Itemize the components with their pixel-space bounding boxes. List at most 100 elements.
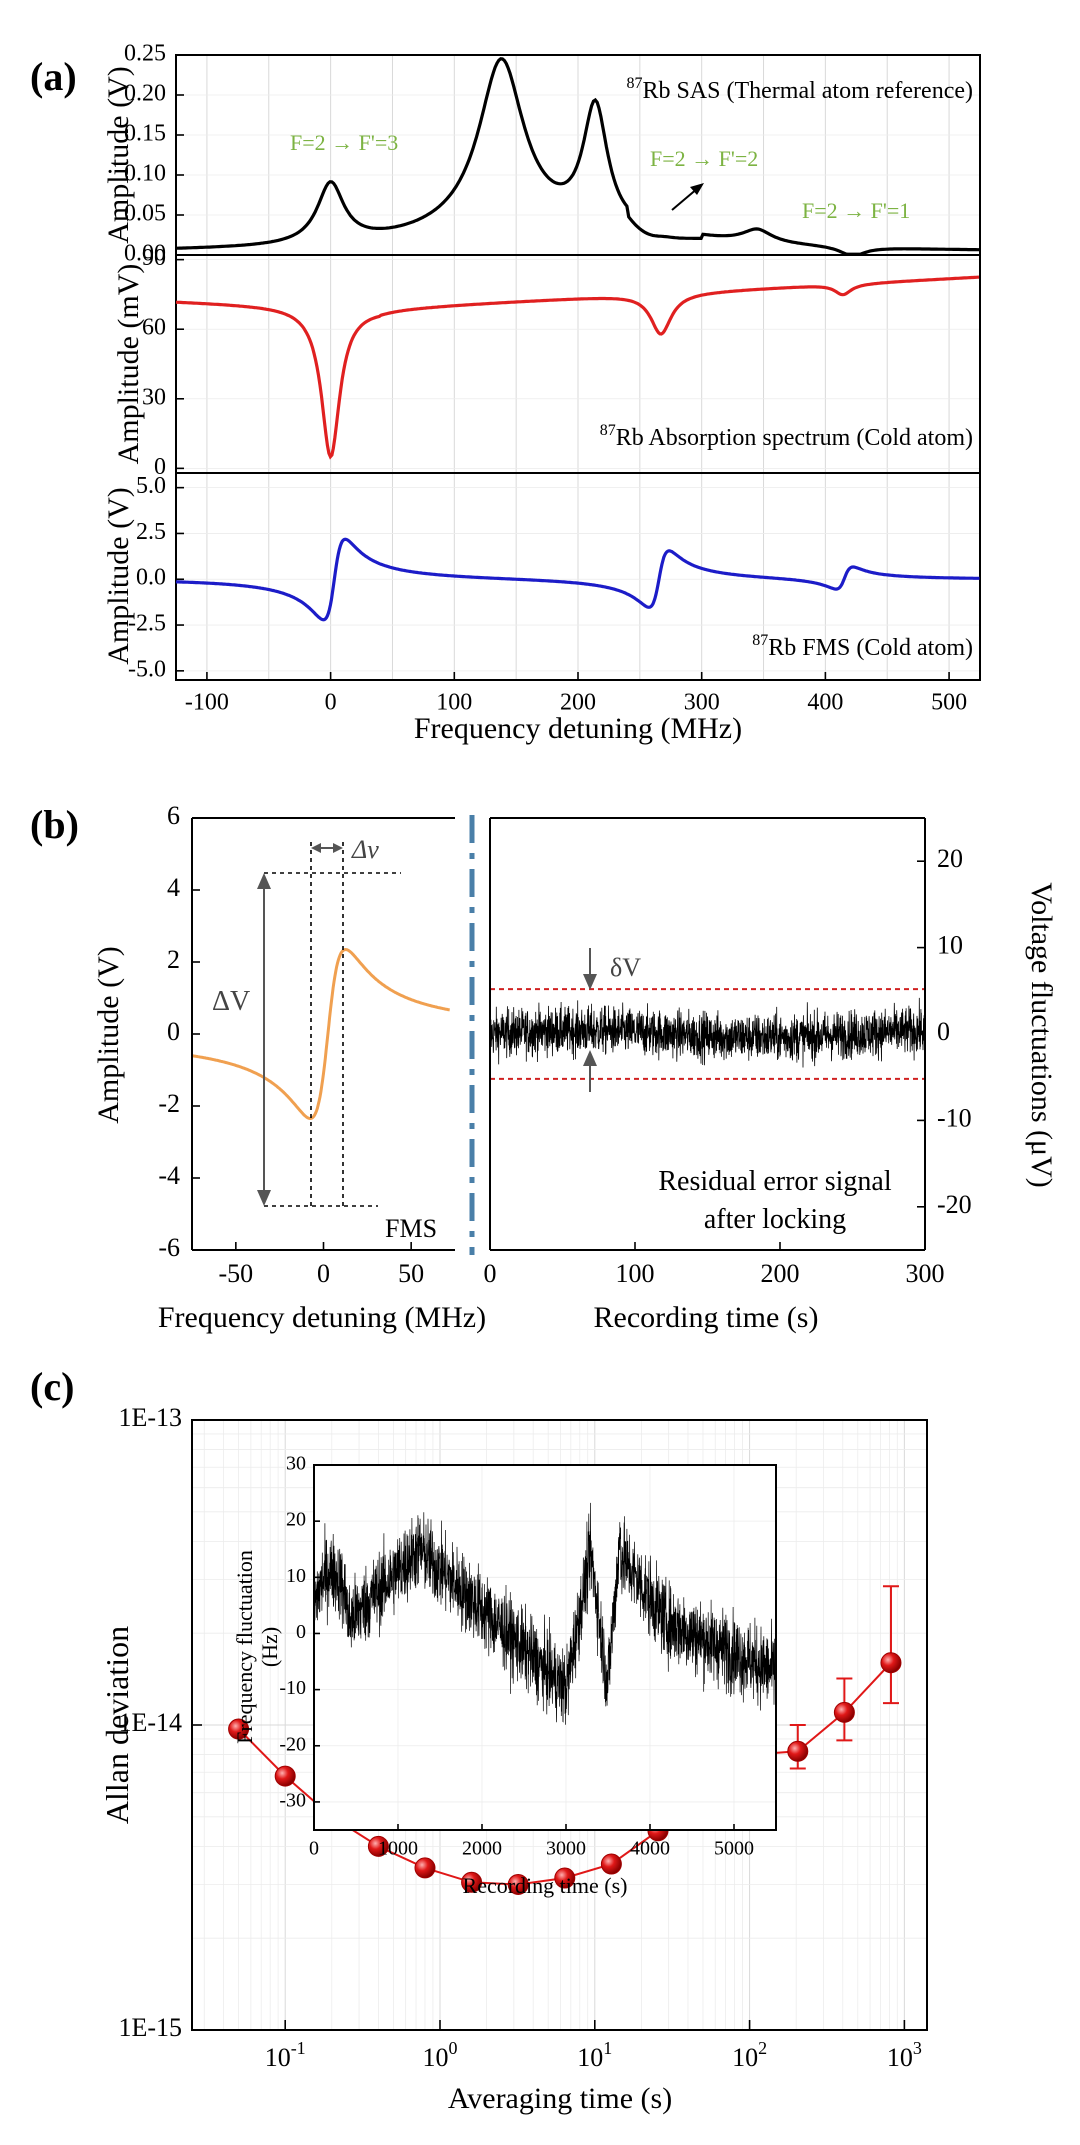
y-tick-label: 0.10: [124, 161, 166, 187]
y-tick-label: -2.5: [128, 611, 166, 637]
a1-annotation: 87Rb SAS (Thermal atom reference): [626, 75, 973, 104]
x-tick-label: 400: [807, 690, 843, 716]
y-tick-label: 4: [167, 873, 180, 902]
allan-point: [274, 1765, 296, 1787]
y-tick-label: -20: [279, 1733, 306, 1755]
x-tick-base: 10: [577, 2043, 603, 2072]
a3-annotation-sup: 87: [752, 632, 768, 649]
x-tick-label: 200: [761, 1259, 800, 1288]
allan-point: [414, 1857, 436, 1879]
a1-sas-series-line: [176, 57, 980, 256]
allan-point: [461, 1871, 483, 1893]
y-tick-label: 0.20: [124, 81, 166, 107]
inset-ticks: 0 1000 2000 3000 4000 5000 30 20 10 0 -10 -20 -30: [279, 1453, 776, 1860]
delta-v-arrow: [257, 873, 271, 1206]
a1-y-label: Amplitude (V): [102, 66, 135, 243]
panel-label-b: (b): [30, 802, 79, 847]
delta-nu-label: Δν: [351, 835, 379, 864]
x-tick-label: 101: [577, 2038, 612, 2072]
y-tick-label: 0.25: [124, 41, 166, 67]
y-tick-label: 1E-13: [118, 1403, 182, 1432]
x-tick-label: 300: [684, 690, 720, 716]
a2-annotation-sup: 87: [600, 422, 616, 439]
x-tick-exp: 2: [758, 2038, 767, 2058]
a2-annotation-text: Rb Absorption spectrum (Cold atom): [616, 425, 973, 451]
x-tick-label: 103: [887, 2038, 922, 2072]
y-tick-label: -30: [279, 1790, 306, 1812]
panel-label-c: (c): [30, 1364, 74, 1409]
y-tick-label: 20: [286, 1509, 306, 1531]
y-tick-label: 0: [167, 1017, 180, 1046]
y-tick-label: 20: [937, 844, 963, 873]
x-tick-label: 4000: [630, 1838, 670, 1860]
y-tick-label: 0: [937, 1017, 950, 1046]
inset-plot: 0 1000 2000 3000 4000 5000 30 20 10 0 -10 -20 -30 Fr…: [232, 1453, 777, 1898]
x-tick-exp: 3: [913, 2038, 922, 2058]
x-tick-label: 300: [906, 1259, 945, 1288]
a2-y-label: Amplitude (mV): [112, 264, 145, 465]
inset-frame: [313, 1464, 777, 1831]
x-tick-label: 1000: [378, 1838, 418, 1860]
allan-point: [787, 1740, 809, 1762]
x-tick-label: 0: [484, 1259, 497, 1288]
y-tick-label: 90: [142, 245, 166, 271]
b1-x-label: Frequency detuning (MHz): [158, 1301, 486, 1334]
x-tick-base: 10: [732, 2043, 758, 2072]
inset-y-label-line1: Frequency fluctuation: [232, 1550, 257, 1744]
x-tick-label: -100: [185, 690, 229, 716]
delta-v-small-arrows: [583, 948, 597, 1092]
y-tick-label: 0.00: [124, 241, 166, 267]
x-tick-base: 10: [887, 2043, 913, 2072]
inset-frequency-series-line: [313, 1502, 777, 1725]
c-x-label: Averaging time (s): [448, 2082, 672, 2115]
transition-label-f2-f3: F=2 → F'=3: [290, 130, 398, 155]
x-tick-label: 100: [616, 1259, 655, 1288]
x-tick-base: 10: [265, 2043, 291, 2072]
allan-point: [833, 1701, 855, 1723]
a3-y-ticks: -5.0 -2.5 0.0 2.5 5.0: [128, 473, 184, 682]
x-tick-label: 100: [422, 2038, 457, 2072]
x-tick-label: 100: [436, 690, 472, 716]
allan-point: [600, 1853, 622, 1875]
x-tick-label: 200: [560, 690, 596, 716]
a3-y-label: Amplitude (V): [102, 487, 135, 664]
b1-y-label: Amplitude (V): [92, 946, 125, 1123]
y-tick-label: 0.15: [124, 121, 166, 147]
x-tick-label: 3000: [546, 1838, 586, 1860]
y-tick-label: -2: [158, 1089, 180, 1118]
c-y-label: Allan deviation: [99, 1626, 135, 1824]
x-tick-label: 0: [317, 1259, 330, 1288]
allan-point: [554, 1867, 576, 1889]
b1-ticks: 6 4 2 0 -2 -4 -6 -50 0 50: [158, 801, 424, 1288]
a-x-label: Frequency detuning (MHz): [414, 712, 742, 745]
delta-v-small-label: δV: [610, 953, 641, 982]
y-tick-label: 2.5: [136, 519, 166, 545]
panel-a-x-ticks: -100 0 100 200 300 400 500: [185, 672, 967, 716]
y-tick-label: 10: [937, 931, 963, 960]
y-tick-label: 6: [167, 801, 180, 830]
fms-label: FMS: [385, 1214, 437, 1243]
b2-x-label: Recording time (s): [594, 1301, 819, 1334]
y-tick-label: 10: [286, 1565, 306, 1587]
b1-annotation-lines: [264, 842, 401, 1207]
x-tick-label: 5000: [714, 1838, 754, 1860]
a1-y-ticks: 0.00 0.05 0.10 0.15 0.20 0.25: [124, 41, 184, 267]
y-tick-label: -6: [158, 1233, 180, 1262]
x-tick-base: 10: [422, 2043, 448, 2072]
delta-nu-arrow: [311, 843, 343, 853]
allan-point: [228, 1718, 250, 1740]
x-tick-exp: 0: [448, 2038, 457, 2058]
inset-x-label: Recording time (s): [463, 1873, 628, 1898]
x-tick-label: 0: [325, 690, 337, 716]
y-tick-label: 0.05: [124, 201, 166, 227]
a1-annotation-sup: 87: [626, 75, 642, 92]
inset-y-label-line2: (Hz): [257, 1627, 282, 1667]
transition-label-f2-f1: F=2 → F'=1: [802, 198, 910, 223]
f2-f2-arrow: [671, 183, 704, 211]
y-tick-label: -10: [937, 1103, 972, 1132]
